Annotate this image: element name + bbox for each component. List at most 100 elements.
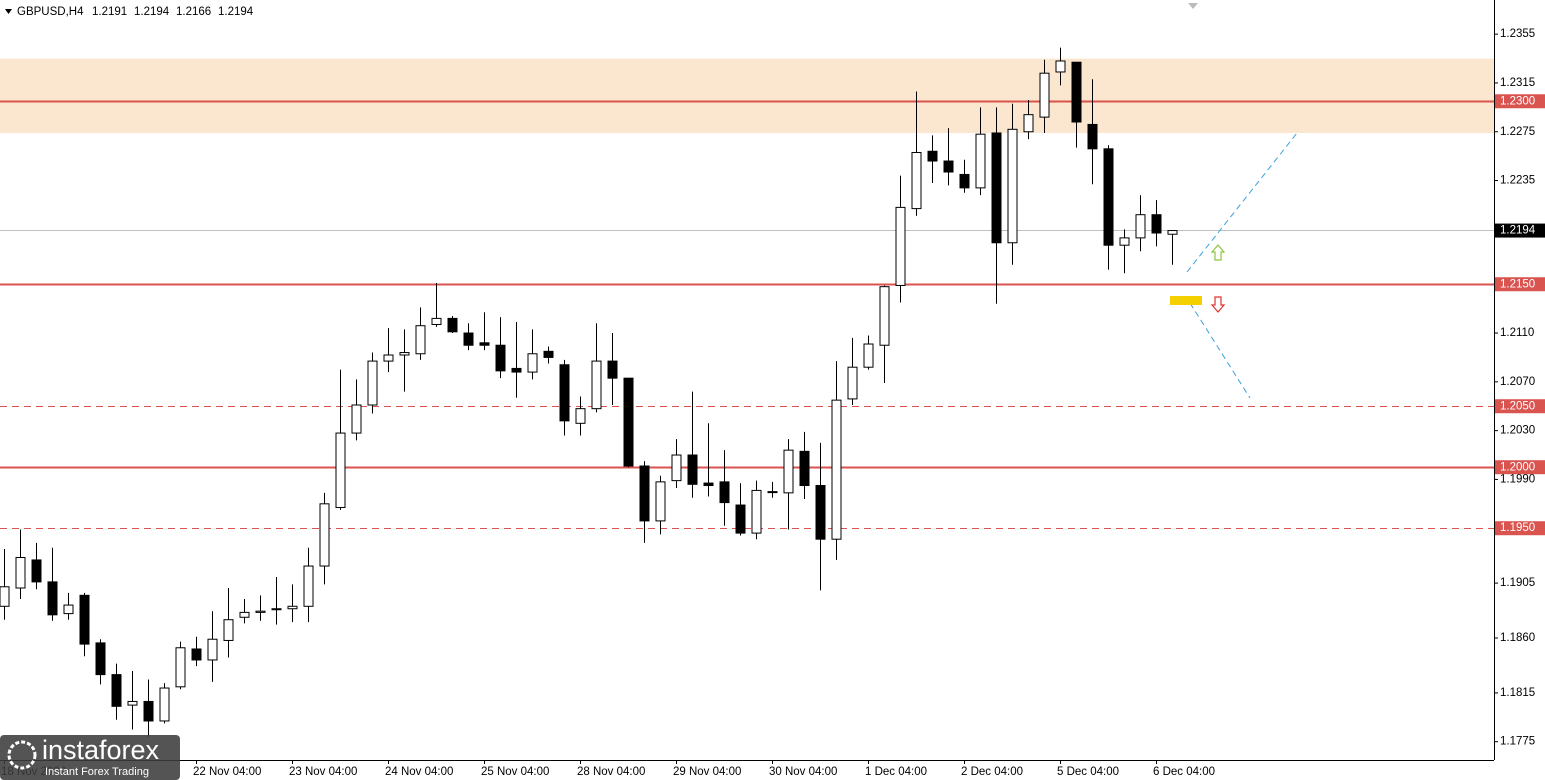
candle-body [831, 399, 842, 540]
candle-body [943, 160, 954, 173]
y-tick-label: 1.1815 [1500, 687, 1535, 699]
candle-body [63, 604, 74, 615]
level-label: 1.2150 [1500, 278, 1535, 290]
header-low: 1.2166 [176, 6, 211, 18]
y-tick-label: 1.2355 [1500, 28, 1535, 40]
candle-body [1135, 214, 1146, 239]
candle-body [1071, 61, 1082, 123]
candle-body [991, 132, 1002, 244]
candle-body [15, 556, 26, 589]
level-label: 1.2000 [1500, 461, 1535, 473]
y-tick-label: 1.2110 [1500, 327, 1534, 339]
candle-body [1119, 237, 1130, 246]
candle-body [463, 332, 474, 346]
level-label: 1.1950 [1500, 522, 1535, 534]
x-tick-label: 24 Nov 04:00 [385, 766, 453, 778]
candle-body [623, 377, 634, 467]
candle-body [95, 642, 106, 676]
watermark-tagline: Instant Forex Trading [45, 766, 149, 778]
candle-body [815, 485, 826, 540]
candle-body [1055, 60, 1066, 73]
candle-body [287, 605, 298, 610]
candle-body [79, 594, 90, 645]
candle-body [1151, 214, 1162, 234]
candle-body [223, 619, 234, 641]
level-label-box [1495, 94, 1545, 109]
candle-body [895, 206, 906, 286]
candle-body [239, 611, 250, 618]
arrow-up [1210, 244, 1226, 261]
level-label-box [1495, 521, 1545, 536]
candle-body [703, 482, 714, 487]
candle-body [367, 360, 378, 406]
shift-marker [1188, 3, 1198, 9]
candle-body [175, 647, 186, 688]
candle-body [655, 481, 666, 522]
candle-body [719, 481, 730, 504]
x-tick-label: 2 Dec 04:00 [961, 766, 1023, 778]
candle-body [191, 648, 202, 661]
candle-body [143, 700, 154, 722]
header-high: 1.2194 [134, 6, 170, 18]
candle-body [639, 465, 650, 522]
candle-body [799, 450, 810, 487]
candle-body [975, 133, 986, 189]
y-tick-label: 1.1860 [1500, 632, 1535, 644]
candle-body [911, 151, 922, 210]
level-label: 1.2300 [1500, 95, 1535, 107]
candle-body [735, 504, 746, 534]
candle-body [47, 581, 58, 616]
candle-body [847, 366, 858, 400]
header-close: 1.2194 [218, 6, 254, 18]
y-tick-label: 1.2030 [1500, 425, 1535, 437]
watermark-box [0, 735, 180, 780]
y-tick-label: 1.1905 [1500, 577, 1535, 589]
watermark-brand: instaforex [42, 735, 160, 765]
candle-body [959, 173, 970, 189]
candle-body [0, 586, 10, 607]
candle-body [31, 559, 42, 583]
x-tick-label: 1 Dec 04:00 [865, 766, 927, 778]
x-tick-label: 22 Nov 04:00 [193, 766, 261, 778]
symbol: GBPUSD,H4 [17, 6, 84, 18]
candle-body [1167, 230, 1178, 235]
candle-body [319, 503, 330, 567]
candle-body [1023, 114, 1034, 133]
header-open: 1.2191 [92, 6, 127, 18]
candle-body [399, 352, 410, 356]
x-tick-label: 23 Nov 04:00 [289, 766, 357, 778]
candle-body [111, 674, 122, 707]
candle-body [1039, 72, 1050, 118]
candle-body [1007, 128, 1018, 244]
candle-body [127, 700, 138, 706]
x-tick-label: 5 Dec 04:00 [1057, 766, 1119, 778]
level-label: 1.2050 [1500, 400, 1535, 412]
y-tick-label: 1.2235 [1500, 175, 1535, 187]
candle-body [335, 432, 346, 508]
candle-body [559, 364, 570, 422]
candle-body [1103, 148, 1114, 246]
candle-body [383, 354, 394, 362]
candle-body [271, 608, 282, 611]
level-label-box [1495, 460, 1545, 475]
candle-body [927, 150, 938, 162]
candle-body [863, 343, 874, 368]
arrow-down [1210, 296, 1226, 313]
watermark-logo [7, 740, 37, 770]
x-tick-label: 25 Nov 04:00 [481, 766, 549, 778]
candle-body [479, 342, 490, 346]
candle-body [575, 408, 586, 424]
level-label-box [1495, 399, 1545, 414]
last-price-label: 1.2194 [1500, 225, 1536, 237]
y-tick-label: 1.2315 [1500, 77, 1535, 89]
candle-body [495, 344, 506, 372]
candle-body [159, 687, 170, 722]
last-price-box [1495, 223, 1545, 238]
candle-body [207, 638, 218, 661]
candle-body [543, 350, 554, 358]
forecast-line-down [1189, 302, 1251, 399]
candle-body [607, 360, 618, 379]
candle-body [447, 317, 458, 333]
x-tick-label: 29 Nov 04:00 [673, 766, 741, 778]
